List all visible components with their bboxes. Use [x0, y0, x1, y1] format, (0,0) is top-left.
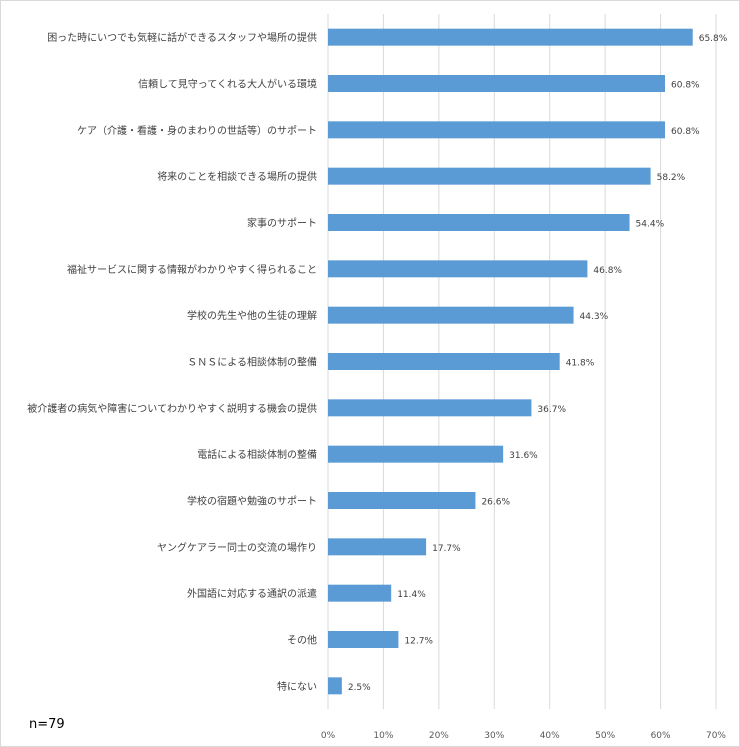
category-label: 被介護者の病気や障害についてわかりやすく説明する機会の提供 [27, 402, 317, 415]
category-label: 将来のことを相談できる場所の提供 [157, 170, 317, 183]
value-label: 17.7% [432, 544, 461, 554]
bar [328, 167, 651, 185]
category-label: 電話による相談体制の整備 [197, 448, 317, 461]
category-label: ヤングケアラー同士の交流の場作り [157, 541, 317, 554]
bar [328, 631, 399, 648]
value-labels: 65.8% 60.8% 60.8% 58.2% 54.4% 46.8% 44.3% 41.8%… [348, 34, 728, 693]
sample-size-note: n=79 [29, 717, 65, 732]
category-label: 福祉サービスに関する情報がわかりやすく得られること [67, 263, 317, 276]
category-label: ＳＮＳによる相談体制の整備 [187, 356, 317, 369]
category-label: 学校の先生や他の生徒の理解 [187, 309, 317, 322]
value-label: 26.6% [481, 498, 510, 508]
x-tick-label: 10% [373, 731, 393, 741]
value-label: 46.8% [593, 266, 622, 276]
bar [328, 306, 574, 324]
bar [328, 677, 342, 695]
category-label: 困った時にいつでも気軽に話ができるスタッフや場所の提供 [47, 31, 317, 44]
category-label: 学校の宿題や勉強のサポート [187, 495, 317, 508]
category-label: 外国語に対応する通訳の派遣 [187, 587, 317, 600]
value-label: 65.8% [699, 34, 728, 44]
category-label: ケア（介護・看護・身のまわりの世話等）のサポート [77, 124, 317, 137]
x-tick-label: 70% [706, 731, 726, 741]
bar [328, 584, 392, 602]
bar [328, 538, 427, 556]
bar [328, 28, 693, 46]
value-label: 58.2% [657, 173, 686, 183]
bar [328, 445, 504, 463]
category-label: その他 [287, 634, 317, 647]
x-axis-ticks: 0% 10% 20% 30% 40% 50% 60% 70% [321, 731, 727, 741]
bar [328, 399, 532, 417]
bars [328, 28, 693, 695]
category-labels: 困った時にいつでも気軽に話ができるスタッフや場所の提供信頼して見守ってくれる大人… [27, 31, 317, 693]
value-label: 44.3% [580, 312, 609, 322]
x-tick-label: 40% [540, 731, 560, 741]
x-tick-label: 0% [321, 731, 336, 741]
x-tick-label: 30% [484, 731, 504, 741]
value-label: 54.4% [636, 220, 665, 230]
value-label: 41.8% [566, 359, 595, 369]
category-label: 信頼して見守ってくれる大人がいる環境 [138, 78, 317, 91]
bar [328, 214, 630, 231]
category-label: 家事のサポート [247, 217, 317, 230]
bar [328, 353, 560, 370]
bar [328, 260, 588, 278]
value-label: 2.5% [348, 683, 371, 693]
value-label: 31.6% [509, 451, 538, 461]
category-label: 特にない [277, 681, 317, 693]
value-label: 11.4% [397, 590, 426, 600]
bar [328, 75, 666, 92]
value-label: 36.7% [537, 405, 566, 415]
value-label: 12.7% [404, 637, 433, 647]
x-tick-label: 60% [651, 731, 671, 741]
bar [328, 492, 476, 509]
x-tick-label: 20% [429, 731, 449, 741]
value-label: 60.8% [671, 81, 700, 91]
x-tick-label: 50% [595, 731, 615, 741]
bar [328, 121, 666, 139]
value-label: 60.8% [671, 127, 700, 137]
